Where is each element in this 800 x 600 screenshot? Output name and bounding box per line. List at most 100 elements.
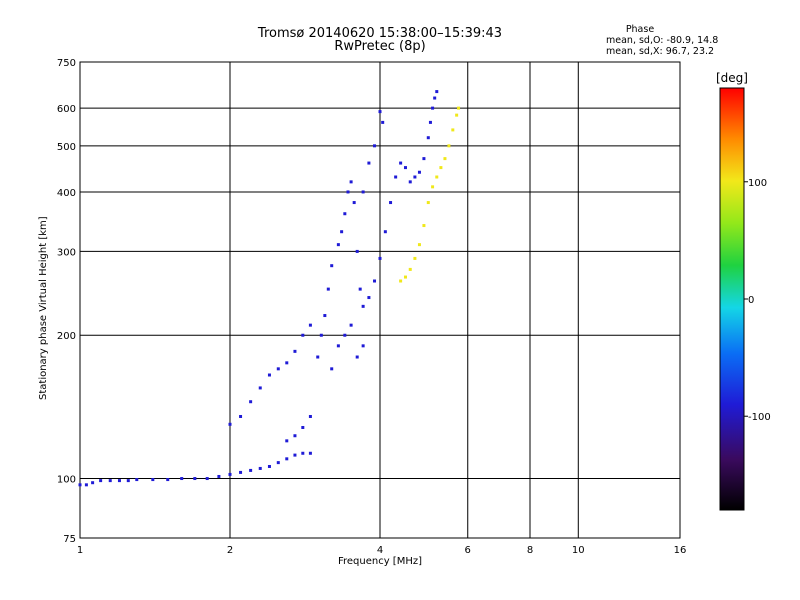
data-point bbox=[413, 256, 417, 260]
data-point bbox=[367, 161, 371, 165]
x-tick-label: 4 bbox=[377, 545, 383, 556]
data-point bbox=[426, 136, 430, 140]
phase-stats-o: mean, sd,O: -80.9, 14.8 bbox=[606, 35, 719, 46]
data-point bbox=[293, 349, 297, 353]
data-point bbox=[403, 275, 407, 279]
data-point bbox=[99, 479, 103, 483]
data-point bbox=[378, 110, 382, 114]
data-point bbox=[378, 256, 382, 260]
chart-title: Tromsø 20140620 15:38:00–15:39:43 bbox=[257, 26, 503, 41]
data-point bbox=[413, 175, 417, 179]
data-point bbox=[417, 243, 421, 247]
x-tick-label: 16 bbox=[674, 545, 687, 556]
data-point bbox=[435, 175, 439, 179]
x-axis-label: Frequency [MHz] bbox=[337, 556, 423, 567]
data-point bbox=[319, 333, 323, 337]
data-points bbox=[78, 90, 461, 487]
y-tick-label: 75 bbox=[63, 534, 76, 545]
plot-frame bbox=[79, 61, 681, 539]
data-point bbox=[383, 230, 387, 234]
data-point bbox=[417, 170, 421, 174]
data-point bbox=[108, 479, 112, 483]
y-tick-label: 500 bbox=[57, 142, 76, 153]
x-tick-label: 1 bbox=[77, 545, 83, 556]
data-point bbox=[399, 161, 403, 165]
data-point bbox=[343, 212, 347, 216]
data-point bbox=[439, 166, 443, 170]
data-point bbox=[166, 478, 170, 482]
data-point bbox=[84, 483, 88, 487]
colorbar bbox=[719, 87, 745, 511]
data-point bbox=[151, 478, 155, 482]
data-point bbox=[267, 373, 271, 377]
data-point bbox=[258, 466, 262, 470]
data-point bbox=[346, 190, 350, 194]
colorbar-tick-label: 100 bbox=[748, 178, 767, 189]
data-point bbox=[349, 323, 353, 327]
colorbar-ticks: -100 0 100 bbox=[744, 178, 771, 423]
data-point bbox=[422, 224, 426, 228]
data-point bbox=[336, 243, 340, 247]
data-point bbox=[361, 190, 365, 194]
data-point bbox=[381, 120, 385, 124]
data-point bbox=[394, 175, 398, 179]
data-point bbox=[205, 477, 209, 481]
data-point bbox=[389, 201, 393, 205]
data-point bbox=[336, 344, 340, 348]
data-point bbox=[308, 414, 312, 418]
data-point bbox=[408, 267, 412, 271]
data-point bbox=[399, 279, 403, 283]
data-point bbox=[443, 157, 447, 161]
data-point bbox=[301, 425, 305, 429]
x-tick-label: 10 bbox=[572, 545, 585, 556]
data-point bbox=[308, 451, 312, 455]
data-point bbox=[428, 120, 432, 124]
data-point bbox=[276, 461, 280, 465]
colorbar-tick-label: 0 bbox=[748, 295, 754, 306]
data-point bbox=[330, 367, 334, 371]
phase-stats-x: mean, sd,X: 96.7, 23.2 bbox=[606, 46, 715, 57]
data-point bbox=[293, 453, 297, 457]
data-point bbox=[316, 355, 320, 359]
data-point bbox=[78, 483, 82, 487]
data-point bbox=[217, 474, 221, 478]
data-point bbox=[361, 344, 365, 348]
data-point bbox=[355, 249, 359, 253]
data-point bbox=[249, 468, 253, 472]
data-point bbox=[352, 201, 356, 205]
data-point bbox=[447, 144, 451, 148]
data-point bbox=[358, 287, 362, 291]
data-point bbox=[258, 386, 262, 390]
data-point bbox=[228, 472, 232, 476]
data-point bbox=[457, 106, 461, 110]
data-point bbox=[408, 180, 412, 184]
chart-subtitle: RwPretec (8p) bbox=[334, 39, 426, 54]
data-point bbox=[239, 470, 243, 474]
data-point bbox=[431, 185, 435, 189]
data-point bbox=[135, 478, 139, 482]
data-point bbox=[403, 166, 407, 170]
data-point bbox=[117, 479, 121, 483]
data-point bbox=[343, 333, 347, 337]
data-point bbox=[267, 464, 271, 468]
data-point bbox=[193, 477, 197, 481]
colorbar-label: [deg] bbox=[716, 71, 748, 85]
data-point bbox=[361, 304, 365, 308]
data-point bbox=[373, 144, 377, 148]
y-tick-label: 750 bbox=[57, 58, 76, 69]
data-point bbox=[326, 287, 330, 291]
data-point bbox=[373, 279, 377, 283]
data-point bbox=[451, 128, 455, 132]
x-tick-label: 8 bbox=[527, 545, 533, 556]
data-point bbox=[433, 96, 437, 100]
data-point bbox=[239, 414, 243, 418]
x-tick-label: 2 bbox=[227, 545, 233, 556]
y-tick-label: 200 bbox=[57, 331, 76, 342]
data-point bbox=[426, 201, 430, 205]
y-tick-label: 600 bbox=[57, 104, 76, 115]
data-point bbox=[249, 400, 253, 404]
data-point bbox=[355, 355, 359, 359]
data-point bbox=[285, 439, 289, 443]
x-tick-label: 6 bbox=[465, 545, 471, 556]
